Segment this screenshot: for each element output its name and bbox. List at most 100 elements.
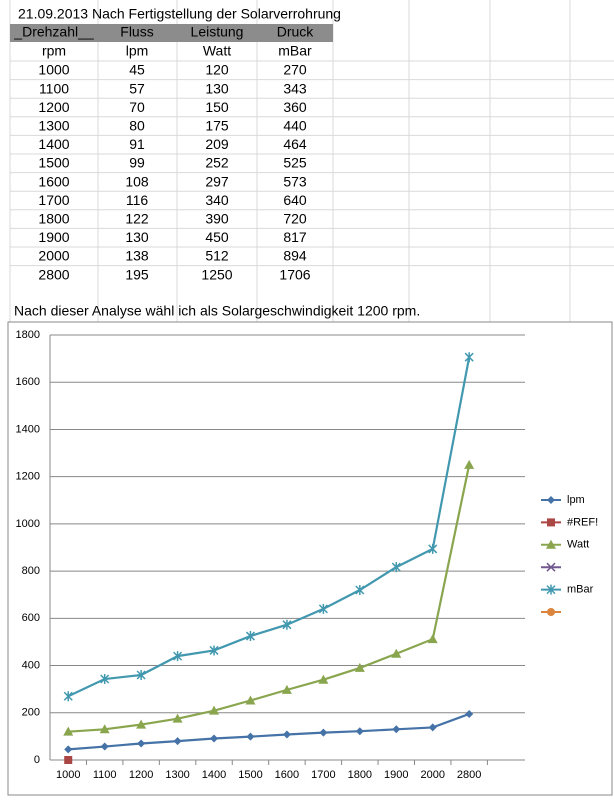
table-cell: 1400 xyxy=(38,136,69,152)
sheet-title: 21.09.2013 Nach Fertigstellung der Solar… xyxy=(18,6,341,22)
point xyxy=(464,459,475,469)
point xyxy=(318,674,329,684)
series-line xyxy=(67,356,471,698)
point xyxy=(354,662,365,672)
point xyxy=(465,709,474,718)
table-cell: 525 xyxy=(283,155,307,171)
table-cell: 343 xyxy=(283,80,307,96)
table-cell: 1700 xyxy=(38,192,69,208)
legend-marker xyxy=(547,496,555,504)
legend-label: #REF! xyxy=(567,516,598,528)
table-cell: 270 xyxy=(283,62,307,78)
table-cell: 640 xyxy=(283,192,307,208)
table-cell: 1500 xyxy=(38,155,69,171)
legend-label: mBar xyxy=(567,584,594,596)
y-tick-label: 600 xyxy=(22,612,40,624)
x-tick-label: 1800 xyxy=(348,769,372,781)
point xyxy=(100,742,109,751)
point xyxy=(64,756,73,764)
y-tick-label: 1200 xyxy=(16,471,40,483)
table-cell: 512 xyxy=(205,248,229,264)
legend-marker xyxy=(546,562,556,572)
table-cell: 297 xyxy=(205,173,229,189)
table-cell: 573 xyxy=(283,173,307,189)
table-cell: 390 xyxy=(205,211,229,227)
note: Nach dieser Analyse wähl ich als Solarge… xyxy=(14,303,420,319)
x-tick-label: 1600 xyxy=(275,769,299,781)
header-cell: Fluss xyxy=(120,24,153,40)
table-cell: 150 xyxy=(205,99,229,115)
unit-cell: Watt xyxy=(203,43,231,59)
point xyxy=(209,705,220,715)
point xyxy=(99,724,110,734)
point xyxy=(64,745,73,754)
x-tick-label: 1300 xyxy=(165,769,189,781)
table-cell: 1000 xyxy=(38,62,69,78)
y-tick-label: 1600 xyxy=(16,376,40,388)
point xyxy=(391,648,402,658)
table-cell: 195 xyxy=(125,266,149,282)
table-cell: 175 xyxy=(205,118,229,134)
point xyxy=(63,691,73,702)
header-bg xyxy=(10,24,333,42)
table-cell: 1900 xyxy=(38,229,69,245)
point xyxy=(100,674,110,685)
table-cell: 116 xyxy=(126,192,149,208)
point xyxy=(428,723,437,732)
point xyxy=(355,585,365,595)
table-cell: 138 xyxy=(125,248,149,264)
y-tick-label: 200 xyxy=(22,707,40,719)
point xyxy=(173,737,182,746)
legend-marker xyxy=(547,518,555,527)
point xyxy=(282,730,291,739)
table-cell: 360 xyxy=(283,99,307,115)
table-cell: 1600 xyxy=(38,173,69,189)
point xyxy=(428,543,438,554)
point xyxy=(245,631,256,642)
table-cell: 817 xyxy=(283,229,307,245)
chart-frame xyxy=(7,321,613,796)
table-cell: 440 xyxy=(283,118,307,134)
point xyxy=(392,725,401,734)
y-tick-label: 1400 xyxy=(16,423,40,435)
point xyxy=(281,684,292,694)
table-cell: 720 xyxy=(283,211,307,227)
legend-marker xyxy=(546,584,556,595)
table-cell: 2000 xyxy=(38,248,69,264)
table-cell: 70 xyxy=(129,99,145,115)
unit-cell: lpm xyxy=(126,43,149,59)
y-tick-label: 400 xyxy=(22,659,40,671)
point xyxy=(172,713,183,723)
table-cell: 108 xyxy=(125,173,149,189)
point xyxy=(210,734,219,743)
point xyxy=(136,719,147,729)
point xyxy=(173,651,183,662)
series-line xyxy=(68,712,470,751)
table-cell: 1250 xyxy=(201,266,232,282)
table-cell: 1706 xyxy=(279,266,310,282)
point xyxy=(209,645,219,656)
table-cell: 45 xyxy=(129,62,145,78)
x-tick-label: 1100 xyxy=(93,769,117,781)
point xyxy=(318,603,328,614)
table-cell: 57 xyxy=(129,80,145,96)
table-cell: 122 xyxy=(125,211,149,227)
point xyxy=(137,739,146,748)
table-cell: 340 xyxy=(205,192,229,208)
header-cell: Leistung xyxy=(191,24,244,40)
series-line xyxy=(68,464,471,733)
y-tick-label: 1800 xyxy=(16,329,40,341)
table-cell: 1100 xyxy=(39,80,69,96)
table-cell: 120 xyxy=(205,62,229,78)
table-cell: 894 xyxy=(283,248,307,264)
table-cell: 1800 xyxy=(38,211,69,227)
unit-cell: rpm xyxy=(42,43,66,59)
table-cell: 450 xyxy=(205,229,229,245)
point xyxy=(355,727,364,736)
x-tick-label: 1700 xyxy=(311,769,335,781)
point xyxy=(282,619,292,630)
x-tick-label: 1500 xyxy=(238,769,262,781)
point xyxy=(464,352,474,363)
